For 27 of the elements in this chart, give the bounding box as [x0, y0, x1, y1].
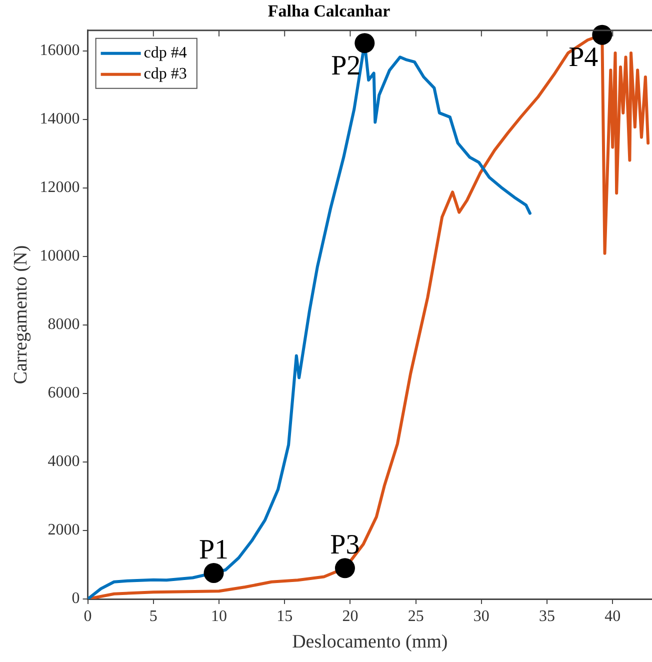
annotation: P1: [198, 534, 229, 566]
y-tick-label: 10000: [40, 248, 80, 265]
y-tick-label: 12000: [40, 179, 80, 196]
x-tick-label: 40: [604, 608, 621, 625]
y-tick-label: 2000: [48, 522, 80, 539]
annotation: P4: [568, 42, 598, 74]
x-tick-label: 20: [342, 608, 358, 625]
legend-label: cdp #4: [144, 44, 187, 62]
y-axis-title: Carregamento (N): [10, 245, 32, 384]
y-tick-label: 14000: [40, 110, 80, 128]
x-axis-title: Deslocamento (mm): [292, 632, 448, 653]
x-tick-label: 35: [539, 608, 556, 625]
legend-label: cdp #3: [144, 66, 187, 83]
x-tick-label: 25: [408, 608, 424, 625]
y-tick-label: 6000: [48, 384, 80, 402]
x-tick-label: 5: [149, 608, 158, 625]
x-tick-label: 10: [211, 608, 228, 625]
y-tick-label: 4000: [48, 453, 80, 470]
chart-title: Falha Calcanhar: [268, 2, 391, 21]
x-tick-label: 15: [276, 608, 293, 625]
y-tick-label: 0: [72, 590, 80, 608]
y-tick-label: 8000: [48, 316, 80, 334]
annotation: P2: [331, 50, 361, 82]
x-tick-label: 0: [84, 608, 92, 625]
x-tick-label: 30: [473, 608, 490, 625]
y-tick-label: 16000: [40, 42, 80, 60]
annotation: P3: [330, 530, 360, 561]
